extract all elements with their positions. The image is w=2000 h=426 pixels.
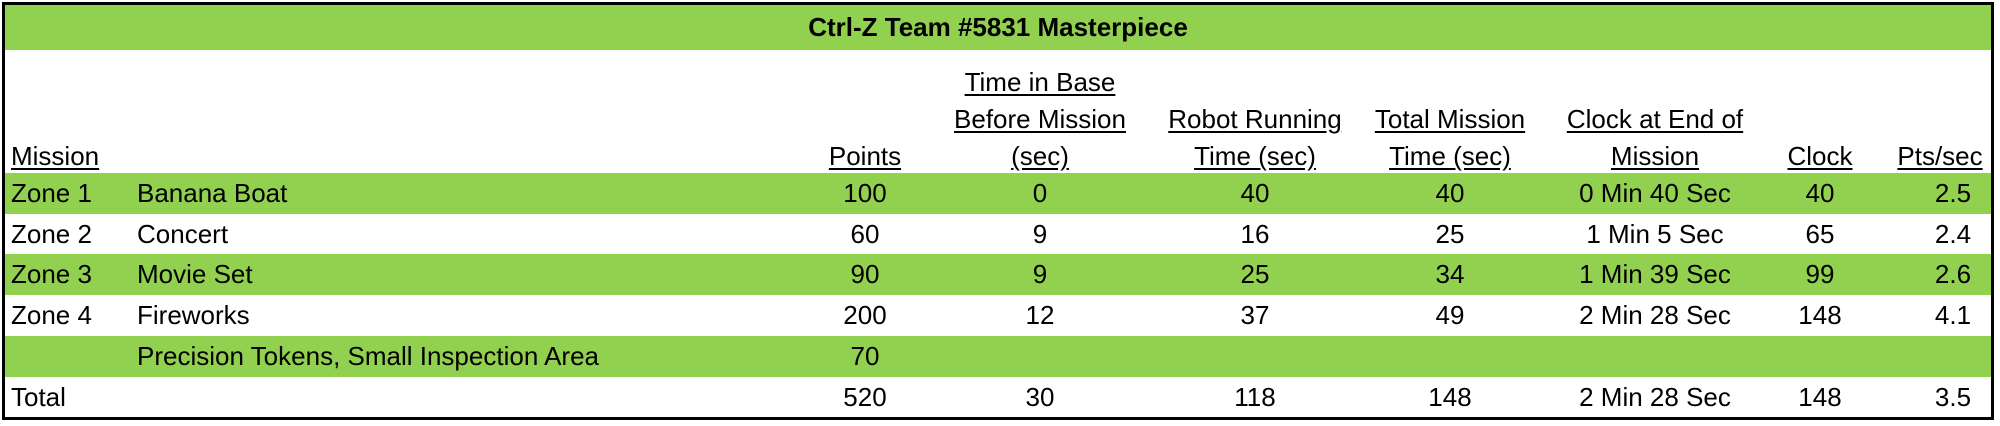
header-points: Points [828,141,902,171]
cell-clock: 65 [1805,219,1835,249]
cell-clock-at-end: 0 Min 40 Sec [1579,178,1731,208]
table-title: Ctrl-Z Team #5831 Masterpiece [808,12,1188,42]
cell-pts-per-sec: 2.6 [1934,259,1972,289]
header-mission: Mission [11,141,100,171]
cell-zone: Zone 2 [11,219,92,249]
cell-pts-per-sec: 2.5 [1934,178,1972,208]
cell-clock-at-end: 1 Min 5 Sec [1586,219,1724,249]
cell-total-mission [1360,336,1540,376]
cell-total-mission: 148 [1428,382,1472,412]
header-clock: Clock [1787,141,1853,171]
table-row: Zone 1 Banana Boat 100 0 40 40 0 Min 40 Sec 40 2… [5,173,1991,214]
cell-clock-at-end: 2 Min 28 Sec [1579,382,1731,412]
cell-mission-name: Banana Boat [137,178,288,208]
cell-total-mission: 49 [1435,300,1465,330]
header-clock-at-end: Clock at End of Mission [1566,104,1744,171]
cell-mission-name: Fireworks [137,300,250,330]
mission-table: Ctrl-Z Team #5831 Masterpiece Mission Po… [2,2,1994,420]
cell-clock-at-end: 1 Min 39 Sec [1579,259,1731,289]
cell-pts-per-sec [1905,336,2000,376]
cell-total-mission: 25 [1435,219,1465,249]
cell-points: 70 [850,341,880,371]
cell-points: 200 [843,300,887,330]
cell-clock: 148 [1798,300,1842,330]
cell-points: 90 [850,259,880,289]
header-time-in-base: Time in Base Before Mission (sec) [954,67,1126,171]
cell-pts-per-sec: 2.4 [1934,219,1972,249]
header-row: Mission Points Time in Base Before Missi… [5,50,1991,175]
cell-time-in-base [940,336,1140,376]
table-row: Precision Tokens, Small Inspection Area 7… [5,336,1991,377]
cell-zone: Zone 3 [11,259,92,289]
cell-mission-name: Movie Set [137,259,253,289]
table-row: Zone 4 Fireworks 200 12 37 49 2 Min 28 Sec 148 4… [5,295,1991,336]
cell-robot-running: 25 [1240,259,1270,289]
header-robot-running: Robot Running Time (sec) [1168,104,1342,171]
cell-clock-at-end [1545,336,1765,376]
cell-pts-per-sec: 3.5 [1934,382,1972,412]
cell-time-in-base: 12 [1025,300,1055,330]
table-row: Total 520 30 118 148 2 Min 28 Sec 148 3.5 [5,377,1991,417]
cell-robot-running: 118 [1234,382,1276,412]
cell-robot-running: 40 [1240,178,1270,208]
cell-clock: 99 [1805,259,1835,289]
header-total-mission: Total Mission Time (sec) [1374,104,1526,171]
cell-time-in-base: 0 [1032,178,1048,208]
cell-time-in-base: 30 [1025,382,1055,412]
cell-zone: Zone 1 [11,178,92,208]
header-pts-per-sec: Pts/sec [1897,141,1983,171]
cell-robot-running: 16 [1240,219,1270,249]
cell-total-mission: 40 [1435,178,1465,208]
cell-zone: Total [11,382,66,412]
title-row: Ctrl-Z Team #5831 Masterpiece [5,5,1991,50]
cell-robot-running [1155,336,1355,376]
cell-mission-name: Precision Tokens, Small Inspection Area [137,341,599,371]
table-row: Zone 2 Concert 60 9 16 25 1 Min 5 Sec 65 2.4 [5,214,1991,254]
cell-clock [1770,336,1870,376]
cell-clock-at-end: 2 Min 28 Sec [1579,300,1731,330]
cell-time-in-base: 9 [1032,259,1048,289]
cell-robot-running: 37 [1240,300,1270,330]
cell-total-mission: 34 [1435,259,1465,289]
cell-time-in-base: 9 [1032,219,1048,249]
cell-mission-name: Concert [137,219,229,249]
cell-zone: Zone 4 [11,300,92,330]
cell-points: 100 [843,178,887,208]
cell-clock: 40 [1805,178,1835,208]
cell-clock: 148 [1798,382,1842,412]
cell-points: 520 [843,382,887,412]
cell-pts-per-sec: 4.1 [1934,300,1972,330]
table-row: Zone 3 Movie Set 90 9 25 34 1 Min 39 Sec 99 2.6 [5,254,1991,295]
cell-points: 60 [850,219,880,249]
